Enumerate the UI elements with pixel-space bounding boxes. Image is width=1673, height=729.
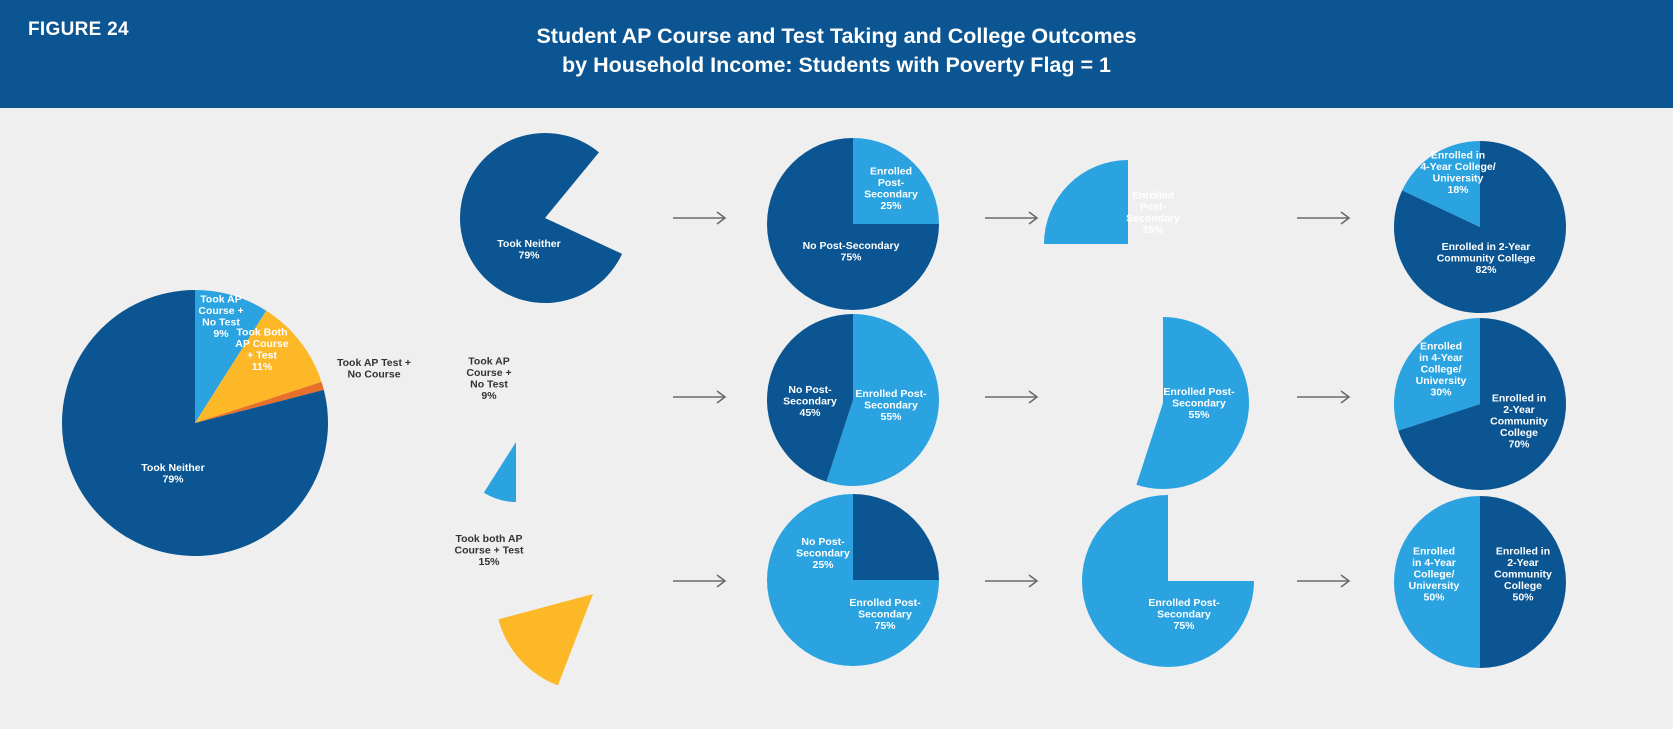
- c4r3-slice-4yr: [1394, 496, 1480, 668]
- c3r2-slice-enrolled: [1136, 317, 1249, 489]
- label-c3r3_enrolled: Enrolled Post-Secondary 75%: [1148, 597, 1220, 632]
- label-r1_neither: Took Neither 79%: [497, 238, 560, 262]
- flow-arrowhead-7: [716, 574, 727, 588]
- c4r2-slice-2yr: [1398, 318, 1566, 490]
- flow-arrowhead-2: [1028, 211, 1039, 225]
- flow-arrowhead-4: [716, 390, 727, 404]
- c4r1-slice-2yr: [1393, 141, 1566, 313]
- flow-arrowhead-1: [716, 211, 727, 225]
- r3-slice-both: [498, 594, 593, 686]
- label-c4r2_4yr: Enrolled in 4-Year College/University 30%: [1416, 341, 1467, 399]
- main-slice-neither: [61, 290, 328, 556]
- pie-chart-flow: Took AP Course + No Test 9% Took Both AP Cour…: [61, 133, 1566, 686]
- chart-title: Student AP Course and Test Taking and Co…: [0, 22, 1673, 80]
- c2r1-slice-no: [767, 138, 939, 310]
- r1-slice-took-neither: [460, 133, 623, 304]
- flow-arrowhead-3: [1340, 211, 1351, 225]
- flow-arrowhead-5: [1028, 390, 1039, 404]
- label-main_neither: Took Neither 79%: [141, 462, 204, 486]
- flow-arrowhead-6: [1340, 390, 1351, 404]
- c4r2-slice-4yr: [1393, 318, 1480, 431]
- figure-header: FIGURE 24 Student AP Course and Test Tak…: [0, 0, 1673, 108]
- c4r1-slice-4yr: [1402, 141, 1480, 227]
- c4r3-slice-2yr: [1480, 496, 1566, 668]
- c2r1-slice-enrolled: [853, 138, 939, 224]
- label-main_test: Took AP Test + No Course: [337, 357, 411, 381]
- main-slice-course-no-test: [195, 290, 267, 423]
- label-c4r1_4yr: Enrolled in 4-Year College/University 18%: [1420, 149, 1495, 196]
- label-c2r1_enrolled: Enrolled Post-Secondary 25%: [864, 165, 918, 212]
- chart-panel: Took AP Course + No Test 9% Took Both AP Cour…: [0, 108, 1673, 729]
- label-c3r2_enrolled: Enrolled Post-Secondary 55%: [1163, 386, 1235, 421]
- chart-title-line-2: by Household Income: Students with Pover…: [562, 53, 1111, 77]
- c2r3-slice-no: [853, 494, 939, 580]
- label-c2r3_no: No Post-Secondary 25%: [796, 536, 850, 571]
- main-slice-test-no-course: [195, 381, 324, 423]
- c3r3-slice-enrolled: [1082, 495, 1254, 667]
- label-c2r2_enrolled: Enrolled Post-Secondary 55%: [855, 388, 927, 423]
- main-slice-both: [195, 310, 322, 423]
- label-r3_both: Took both AP Course + Test 15%: [455, 533, 524, 568]
- label-c4r3_4yr: Enrolled in 4-Year College/University 50%: [1409, 546, 1460, 604]
- r2-slice-course-no-test: [483, 442, 516, 502]
- figure-label: FIGURE 24: [28, 19, 129, 40]
- label-c4r2_2yr: Enrolled in 2-Year Community College 70%: [1490, 393, 1548, 451]
- flow-arrowhead-9: [1340, 574, 1351, 588]
- label-r2_course: Took AP Course + No Test 9%: [466, 355, 511, 402]
- label-c3r1_enrolled: Enrolled Post-Secondary 25%: [1126, 189, 1180, 236]
- label-c2r3_enrolled: Enrolled Post-Secondary 75%: [849, 597, 921, 632]
- label-c2r1_no: No Post-Secondary 75%: [803, 240, 900, 264]
- label-main_course: Took AP Course + No Test 9%: [198, 293, 243, 340]
- c2r2-slice-no: [766, 314, 853, 482]
- c3r1-slice-enrolled: [1044, 160, 1128, 244]
- flow-arrowhead-8: [1028, 574, 1039, 588]
- c2r2-slice-enrolled: [826, 314, 939, 486]
- label-c4r3_2yr: Enrolled in 2-Year Community College 50%: [1494, 546, 1552, 604]
- chart-title-line-1: Student AP Course and Test Taking and Co…: [536, 24, 1137, 48]
- label-c2r2_no: No Post-Secondary 45%: [783, 384, 837, 419]
- label-main_both: Took Both AP Course + Test 11%: [235, 326, 289, 373]
- label-c4r1_2yr: Enrolled in 2-Year Community College 82%: [1437, 241, 1536, 276]
